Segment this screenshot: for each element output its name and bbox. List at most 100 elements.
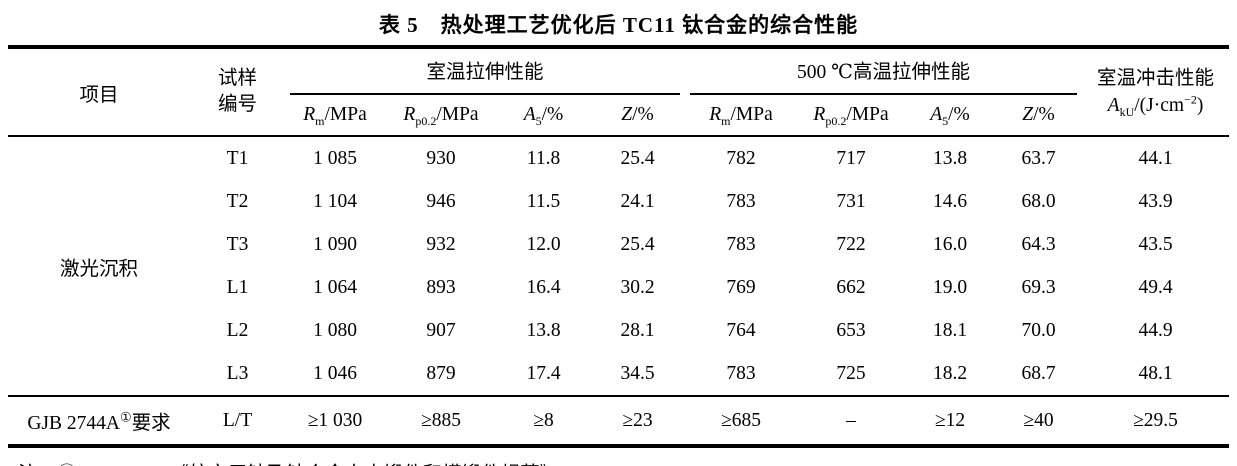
value-cell: 14.6	[932, 190, 968, 212]
sample-id-cell: L/T	[222, 409, 253, 431]
value-cell: 16.4	[526, 276, 561, 298]
symbol: R	[813, 104, 826, 125]
value-cell: ≥1 030	[307, 409, 363, 431]
value-cell: 653	[836, 319, 866, 341]
unit: /MPa	[436, 104, 479, 125]
requirement-label: GJB 2744A①要求	[8, 396, 190, 446]
table-row-t2: T2 1 104 946 11.5 24.1 783 731 14.6 68.0…	[8, 180, 1229, 223]
col-header-ht-z: Z/%	[995, 95, 1082, 136]
value-cell: 13.8	[526, 319, 561, 341]
value-cell: 1 064	[313, 276, 357, 298]
value-cell: 764	[726, 319, 756, 341]
subscript: p0.2	[825, 113, 847, 128]
value-cell: 49.4	[1138, 276, 1173, 298]
value-cell: 64.3	[1021, 233, 1056, 255]
value-cell: 879	[426, 362, 456, 384]
impact-exponent: −2	[1184, 92, 1197, 107]
table-body: 激光沉积 T1 1 085 930 11.8 25.4 782 717 13.8…	[8, 136, 1230, 446]
value-cell: 769	[726, 276, 756, 298]
col-header-rt-a5: A5/%	[497, 95, 590, 136]
subscript: 5	[942, 113, 949, 128]
value-cell: 11.5	[526, 190, 561, 212]
requirement-label-suffix: 要求	[131, 413, 171, 434]
value-cell: 722	[836, 233, 866, 255]
value-cell: 24.1	[620, 190, 655, 212]
subscript: 5	[535, 113, 542, 128]
table-row-l1: L1 1 064 893 16.4 30.2 769 662 19.0 69.3…	[8, 266, 1229, 309]
value-cell: ≥29.5	[1133, 409, 1178, 431]
value-cell: 725	[836, 362, 866, 384]
col-header-rt-z: Z/%	[590, 95, 685, 136]
group-label-laser-deposition: 激光沉积	[59, 258, 138, 280]
header-group-row: 项目 试样 编号 室温拉伸性能 500 ℃高温拉伸性能 室温冲击性能 AkU/(…	[8, 47, 1229, 118]
col-header-ht-a5: A5/%	[905, 95, 995, 136]
value-cell: 1 046	[313, 362, 357, 384]
value-cell: 893	[426, 276, 456, 298]
table-row-l3: L3 1 046 879 17.4 34.5 783 725 18.2 68.7…	[8, 352, 1229, 396]
col-header-impact-line1: 室温冲击性能	[1097, 68, 1215, 89]
value-cell: 1 085	[313, 147, 357, 169]
impact-symbol: A	[1107, 95, 1120, 116]
value-cell: 28.1	[620, 319, 655, 341]
value-cell: 662	[836, 276, 866, 298]
sample-id-cell: T2	[226, 190, 249, 212]
unit: /MPa	[324, 104, 367, 125]
value-cell: 25.4	[620, 233, 655, 255]
symbol: R	[403, 104, 416, 125]
header-subcolumn-row: Rm/MPa Rp0.2/MPa A5/% Z/% Rm/MPa Rp0.2/M…	[8, 95, 1229, 136]
value-cell: 731	[836, 190, 866, 212]
value-cell: 43.9	[1138, 190, 1173, 212]
symbol: R	[709, 104, 722, 125]
value-cell: 783	[726, 362, 756, 384]
value-cell: ≥40	[1023, 409, 1054, 431]
col-header-sample-line1: 试样	[217, 68, 257, 89]
col-header-rt-rm: Rm/MPa	[285, 95, 385, 136]
properties-table: 项目 试样 编号 室温拉伸性能 500 ℃高温拉伸性能 室温冲击性能 AkU/(…	[8, 45, 1230, 448]
impact-subscript: kU	[1119, 104, 1135, 119]
table-row-t3: T3 1 090 932 12.0 25.4 783 722 16.0 64.3…	[8, 223, 1229, 266]
symbol: Z	[621, 104, 633, 125]
value-cell: 68.0	[1021, 190, 1056, 212]
value-cell: 783	[726, 190, 756, 212]
value-cell: 783	[726, 233, 756, 255]
unit: /MPa	[730, 104, 773, 125]
value-cell: 30.2	[620, 276, 655, 298]
col-header-ht-rm: Rm/MPa	[685, 95, 797, 136]
symbol: A	[523, 104, 536, 125]
col-header-sample-id: 试样 编号	[190, 47, 285, 136]
value-cell: 18.2	[932, 362, 968, 384]
group-header-high-temp-tensile: 500 ℃高温拉伸性能	[685, 47, 1082, 95]
col-header-sample-line2: 编号	[217, 94, 257, 115]
unit: /%	[948, 104, 970, 125]
value-cell: 69.3	[1021, 276, 1056, 298]
sample-id-cell: L2	[226, 319, 249, 341]
unit: /%	[541, 104, 564, 125]
col-header-impact: 室温冲击性能 AkU/(J·cm−2)	[1082, 47, 1229, 136]
value-cell: 19.0	[932, 276, 968, 298]
table-title: 表 5 热处理工艺优化后 TC11 钛合金的综合性能	[378, 13, 859, 37]
impact-unit-post: )	[1196, 95, 1204, 116]
sample-id-cell: T1	[226, 147, 249, 169]
subscript: m	[315, 113, 325, 128]
table-row-t1: 激光沉积 T1 1 085 930 11.8 25.4 782 717 13.8…	[8, 136, 1229, 280]
value-cell: 13.8	[932, 147, 968, 169]
value-cell: 1 080	[313, 319, 357, 341]
unit: /MPa	[846, 104, 889, 125]
value-cell: 782	[726, 147, 756, 169]
value-cell: 907	[426, 319, 456, 341]
value-cell: 932	[426, 233, 456, 255]
value-cell: 63.7	[1021, 147, 1056, 169]
symbol: R	[303, 104, 316, 125]
col-header-impact-formula: AkU/(J·cm−2)	[1082, 92, 1229, 119]
value-cell: 43.5	[1138, 233, 1173, 255]
value-cell: 48.1	[1138, 362, 1173, 384]
sample-id-cell: L3	[226, 362, 249, 384]
value-cell: 18.1	[932, 319, 968, 341]
value-cell: 11.8	[526, 147, 561, 169]
value-cell: ≥885	[421, 409, 461, 431]
value-cell: ≥12	[934, 409, 966, 431]
value-cell: –	[846, 409, 856, 431]
value-cell: 717	[836, 147, 866, 169]
